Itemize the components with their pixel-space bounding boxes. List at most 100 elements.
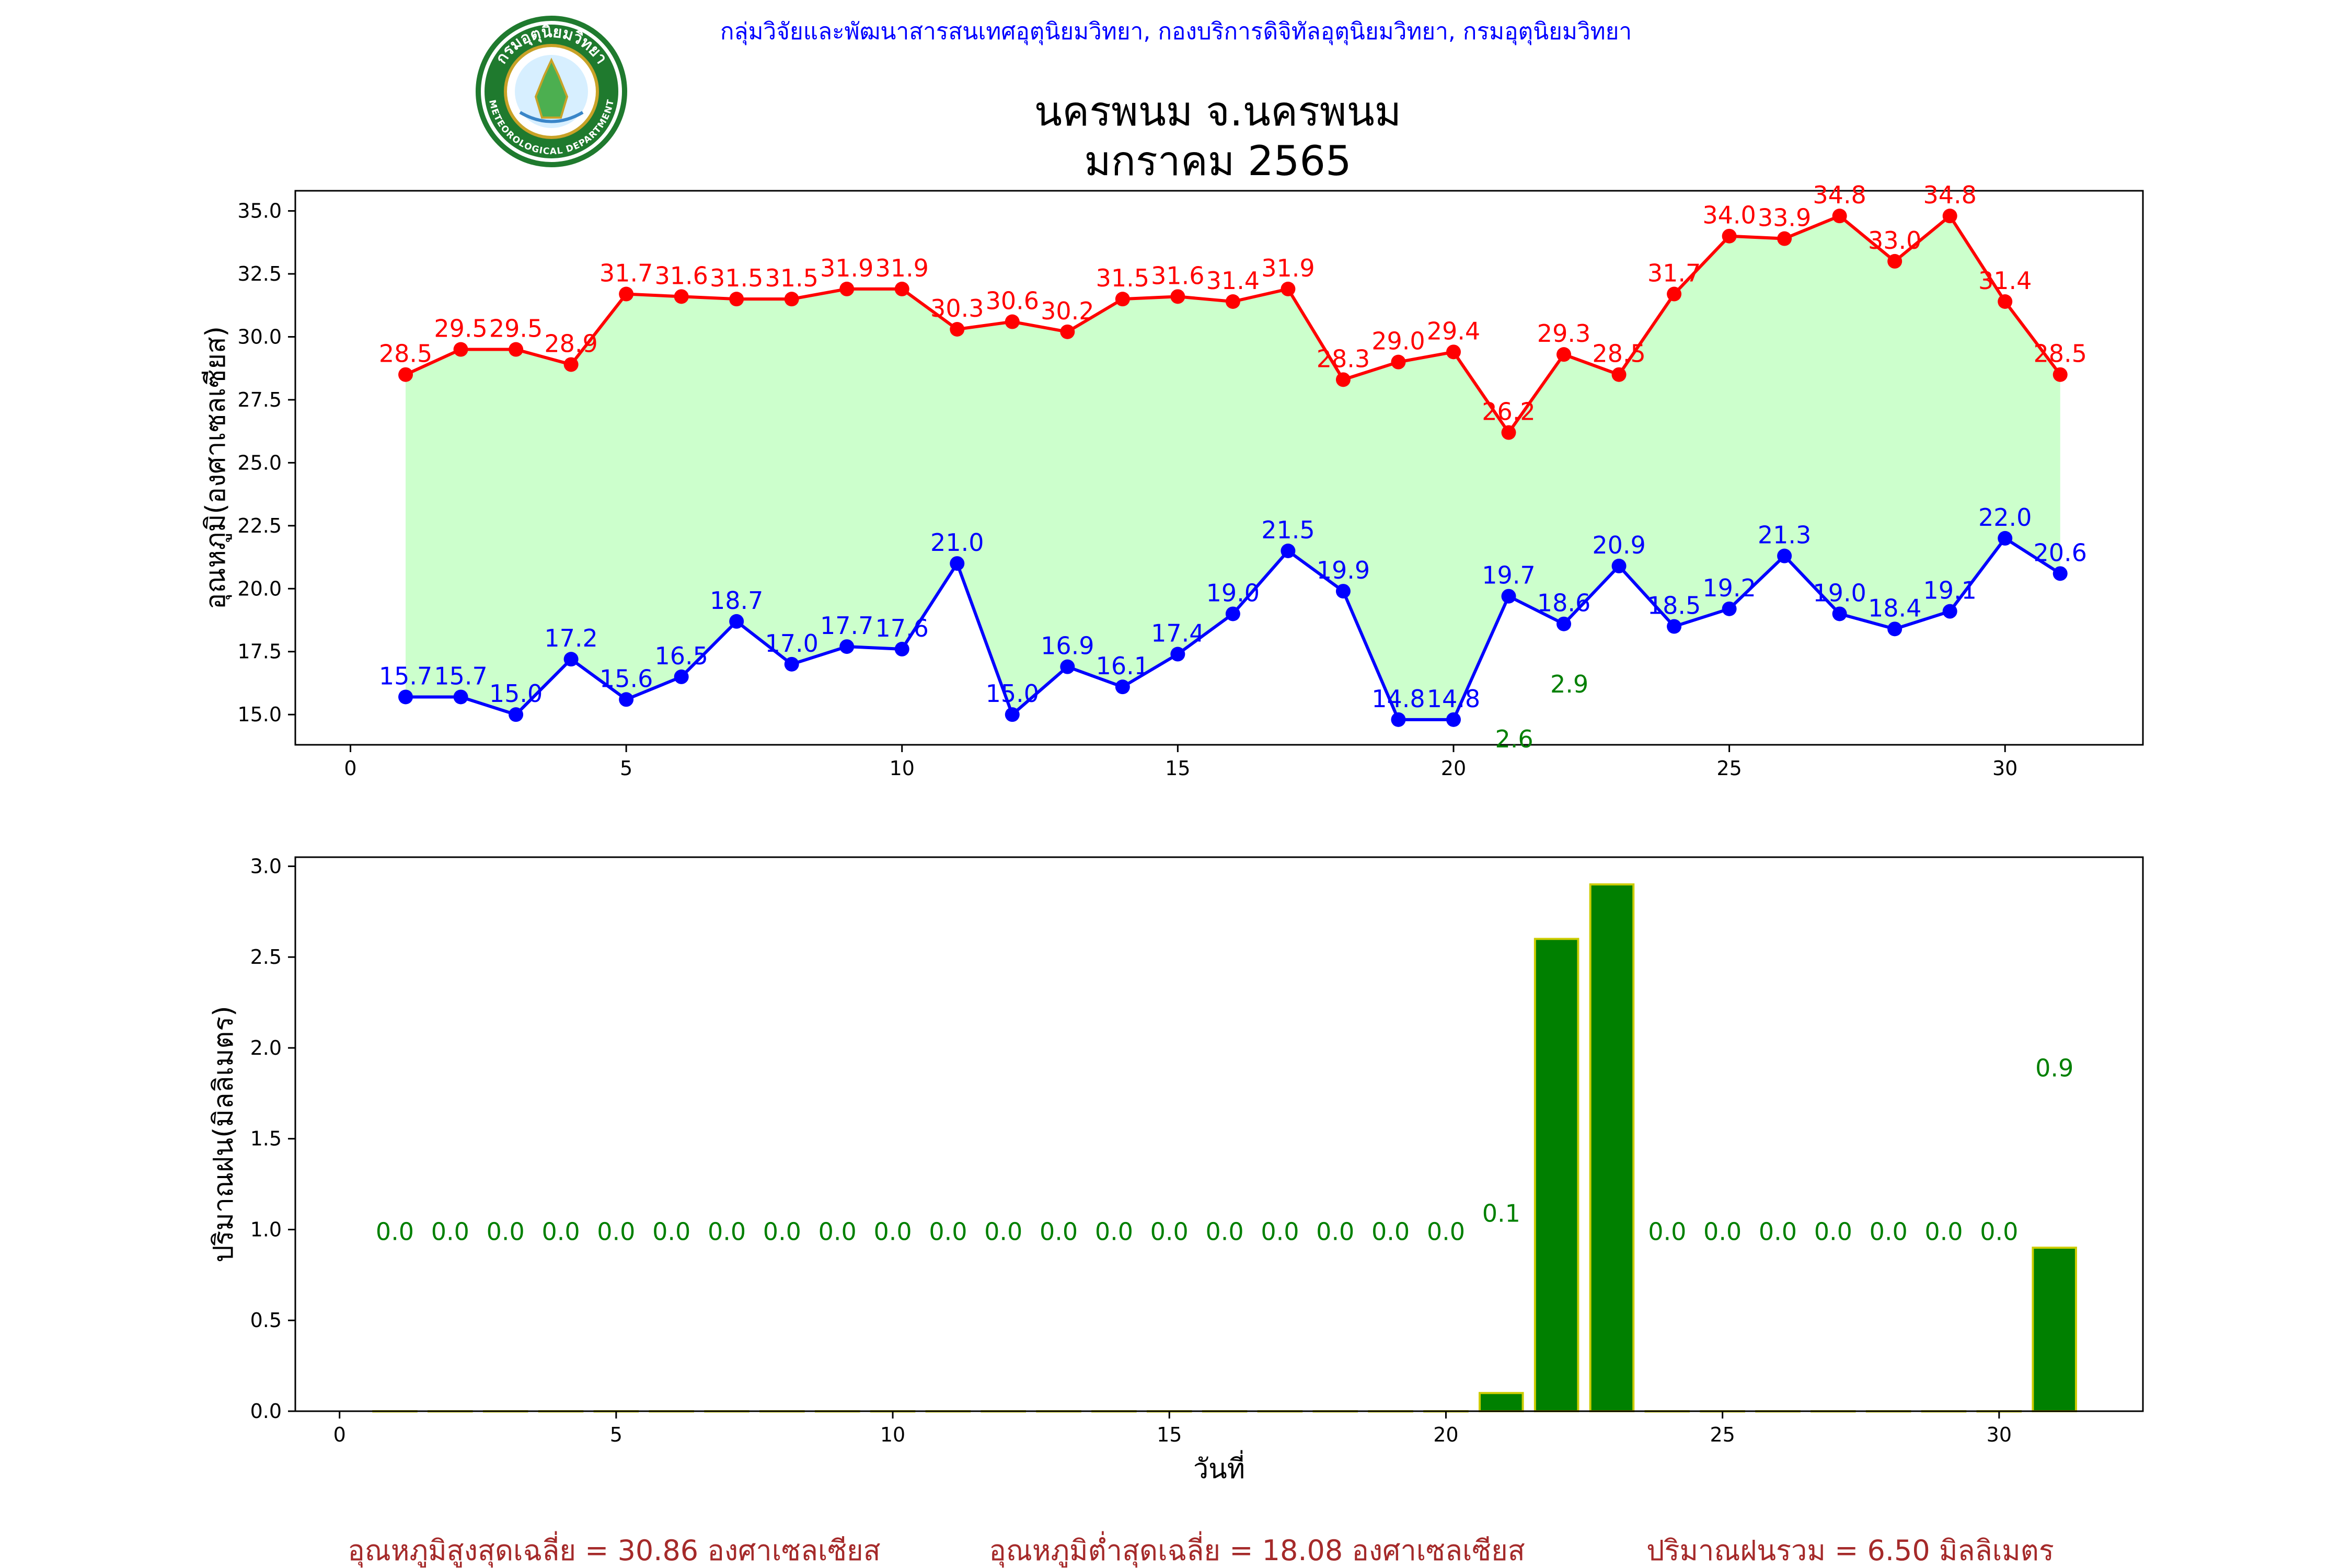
min-temperature-point <box>509 707 524 722</box>
rainfall-x-tick-label: 0 <box>333 1423 346 1446</box>
min-temperature-label: 17.0 <box>765 629 818 658</box>
max-temperature-point <box>1446 344 1461 360</box>
max-temperature-label: 31.9 <box>1261 254 1315 282</box>
max-temperature-label: 31.9 <box>875 254 929 282</box>
max-temperature-label: 28.5 <box>2034 340 2087 368</box>
temperature-y-tick-label: 30.0 <box>237 325 282 348</box>
max-temperature-point <box>1335 372 1351 387</box>
min-temperature-label: 16.5 <box>654 642 708 670</box>
rainfall-value-label: 0.0 <box>1703 1217 1742 1246</box>
max-temperature-label: 31.7 <box>1647 259 1701 287</box>
max-temperature-label: 29.5 <box>434 315 487 343</box>
min-temperature-point <box>1501 589 1516 604</box>
min-temperature-point <box>674 669 689 684</box>
max-temperature-label: 28.9 <box>544 329 597 358</box>
rainfall-value-label: 0.0 <box>763 1217 801 1246</box>
rainfall-x-tick-label: 10 <box>880 1423 905 1446</box>
max-temperature-label: 28.5 <box>1592 340 1645 368</box>
rainfall-value-label: 0.0 <box>487 1217 525 1246</box>
max-temperature-point <box>453 342 468 357</box>
max-temperature-point <box>1005 314 1020 329</box>
max-temperature-point <box>784 292 799 307</box>
min-temperature-point <box>894 641 909 656</box>
min-temperature-label: 17.7 <box>820 612 873 640</box>
min-temperature-label: 18.6 <box>1537 589 1590 617</box>
min-temperature-label: 18.4 <box>1868 594 1921 622</box>
rainfall-y-tick-label: 1.0 <box>250 1218 282 1241</box>
max-temperature-label: 30.6 <box>986 287 1039 315</box>
min-temperature-point <box>1281 544 1296 558</box>
max-temperature-label: 31.6 <box>1151 261 1204 290</box>
min-temperature-point <box>1887 621 1903 637</box>
temperature-y-tick-label: 15.0 <box>237 703 282 726</box>
max-temperature-point <box>729 292 744 307</box>
rainfall-value-label: 0.0 <box>1150 1217 1189 1246</box>
min-temperature-point <box>398 689 413 705</box>
max-temperature-point <box>398 367 413 382</box>
min-temperature-point <box>1722 601 1737 616</box>
rainfall-value-label: 0.1 <box>1482 1200 1520 1228</box>
max-temperature-point <box>1777 231 1792 246</box>
min-temperature-label: 15.7 <box>434 662 487 690</box>
rainfall-value-label: 0.9 <box>2035 1054 2073 1082</box>
rainfall-value-label: 0.0 <box>1316 1217 1354 1246</box>
max-temperature-point <box>619 286 634 302</box>
min-temperature-point <box>1005 707 1020 722</box>
min-temperature-point <box>839 639 855 654</box>
min-temperature-label: 17.6 <box>875 614 929 642</box>
rainfall-overflow-label: 2.9 <box>1550 670 1588 698</box>
rainfall-bar <box>2032 1247 2077 1413</box>
rainfall-x-tick-label: 30 <box>1987 1423 2012 1446</box>
min-temperature-point <box>453 689 468 705</box>
min-temperature-point <box>950 556 965 571</box>
rainfall-value-label: 0.0 <box>1814 1217 1852 1246</box>
temperature-x-tick-label: 10 <box>890 757 915 780</box>
rainfall-value-label: 0.0 <box>1924 1217 1963 1246</box>
max-temperature-point <box>1501 425 1516 440</box>
rainfall-value-label: 0.0 <box>652 1217 690 1246</box>
max-temperature-point <box>1667 286 1682 302</box>
deity-figure-icon <box>534 57 569 119</box>
max-temperature-label: 31.5 <box>710 264 763 292</box>
rainfall-x-tick-label: 15 <box>1157 1423 1182 1446</box>
min-temperature-point <box>1777 548 1792 563</box>
rainfall-bar <box>1478 1392 1524 1412</box>
max-temperature-label: 34.8 <box>1923 181 1976 209</box>
min-temperature-label: 15.0 <box>986 679 1039 708</box>
rainfall-value-label: 0.0 <box>984 1217 1022 1246</box>
rainfall-value-label: 0.0 <box>1870 1217 1908 1246</box>
rainfall-value-label: 0.0 <box>929 1217 967 1246</box>
rainfall-bar <box>1589 883 1635 1412</box>
max-temperature-point <box>1832 209 1847 224</box>
min-temperature-point <box>1170 647 1185 662</box>
rainfall-y-tick-label: 2.5 <box>250 946 282 969</box>
min-temperature-label: 14.8 <box>1427 685 1480 713</box>
max-temperature-label: 31.5 <box>1096 264 1149 292</box>
min-temperature-point <box>1557 616 1572 631</box>
min-temperature-label: 20.9 <box>1592 531 1645 559</box>
temperature-x-tick-label: 15 <box>1165 757 1190 780</box>
max-temperature-label: 29.4 <box>1427 317 1480 345</box>
max-temperature-label: 28.3 <box>1317 344 1370 373</box>
min-temperature-label: 20.6 <box>2034 538 2087 567</box>
temperature-x-tick-label: 20 <box>1441 757 1466 780</box>
rainfall-value-label: 0.0 <box>708 1217 746 1246</box>
min-temperature-label: 14.8 <box>1371 685 1425 713</box>
temperature-range-fill <box>406 216 2060 720</box>
max-temperature-label: 31.6 <box>654 261 708 290</box>
min-temperature-point <box>1391 712 1406 727</box>
max-temperature-point <box>1998 294 2013 309</box>
rainfall-value-label: 0.0 <box>1427 1217 1465 1246</box>
rainfall-plot-frame <box>294 856 2144 1412</box>
temperature-chart: 0 5 10 15 20 25 30 15.0 17.5 20.0 22.5 25.0 27.5 30.0… <box>200 181 2144 780</box>
rainfall-value-label: 0.0 <box>1040 1217 1078 1246</box>
temperature-x-tick-label: 5 <box>620 757 632 780</box>
min-temperature-point <box>619 692 634 707</box>
temperature-x-tick-label: 25 <box>1716 757 1742 780</box>
max-temperature-label: 31.4 <box>1206 267 1260 295</box>
min-temperature-label: 19.2 <box>1702 574 1756 602</box>
rainfall-y-tick-label: 3.0 <box>250 855 282 878</box>
min-temperature-point <box>1611 558 1627 573</box>
rainfall-value-label: 0.0 <box>1206 1217 1244 1246</box>
